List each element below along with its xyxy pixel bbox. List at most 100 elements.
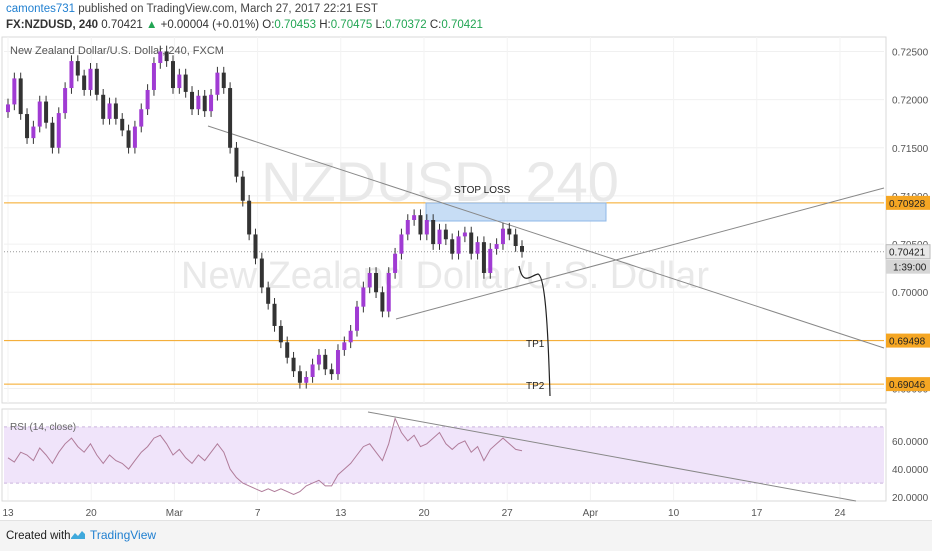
stop-loss-label: STOP LOSS [454, 185, 511, 196]
candle-body [158, 51, 163, 64]
ohlc-low: 0.70372 [385, 19, 427, 31]
x-tick-label: Mar [166, 508, 184, 519]
candle-body [132, 126, 137, 148]
candle-body [247, 200, 252, 235]
candle-body [424, 220, 429, 235]
candle-body [209, 94, 214, 112]
candle-body [304, 376, 309, 383]
support-trendline [395, 187, 885, 320]
chart-title: New Zealand Dollar/U.S. Dollar, 240, FXC… [10, 45, 224, 57]
projection-path [518, 265, 551, 397]
x-tick-label: 13 [335, 508, 347, 519]
created-with-text: Created with [6, 530, 71, 542]
candle-body [88, 68, 93, 90]
candle-body [164, 51, 169, 62]
candle-body [196, 95, 201, 110]
candle-body [113, 103, 118, 119]
x-tick-label: 24 [834, 508, 846, 519]
y-tick-label: 0.72500 [892, 47, 929, 58]
candle-body [361, 287, 366, 307]
candle-body [37, 101, 42, 127]
candle-body [342, 342, 347, 351]
level-label: 0.69046 [889, 380, 926, 391]
tp2-label: TP2 [526, 381, 545, 392]
candle-body [374, 272, 379, 293]
candle-body [475, 242, 480, 254]
candle-body [6, 104, 10, 113]
candle-body [75, 61, 80, 76]
candle-body [94, 68, 99, 95]
candle-body [297, 371, 302, 383]
ohlc-open-label: O: [262, 19, 275, 31]
rsi-line [7, 416, 523, 495]
candle-body [367, 272, 372, 288]
tp1-label: TP1 [526, 339, 545, 350]
candle-body [380, 292, 385, 312]
candle-body [520, 246, 524, 252]
ohlc-close-label: C: [429, 19, 442, 31]
candle-body [126, 130, 131, 148]
candle-body [278, 325, 283, 343]
rsi-trendline [367, 411, 857, 502]
y-tick-label: 0.70000 [892, 288, 929, 299]
candle-body [101, 94, 106, 119]
level-label-bg [886, 195, 930, 210]
symbol-label: FX:NZDUSD, 240 [6, 19, 99, 31]
ohlc-open: 0.70453 [274, 19, 316, 31]
rsi-tick-label: 60.0000 [892, 437, 929, 448]
candle-body [405, 220, 410, 235]
candle-body [63, 88, 68, 114]
candle-body [348, 330, 353, 343]
candle-body [329, 369, 334, 375]
rsi-tick-label: 20.0000 [892, 493, 929, 504]
candle-body [107, 103, 112, 119]
candle-body [399, 234, 404, 254]
tradingview-brand[interactable]: TradingView [70, 528, 156, 542]
candle-body [44, 101, 49, 123]
candle-body [18, 78, 23, 115]
candle-body [513, 234, 518, 247]
level-label-bg [886, 333, 930, 348]
candle-body [259, 258, 264, 288]
author-link[interactable]: camontes731 [6, 3, 76, 15]
candle-body [450, 239, 455, 254]
symbol-info: FX:NZDUSD, 240 0.70421 ▲ +0.00004 (+0.01… [6, 19, 483, 31]
stop-loss-zone [425, 202, 607, 222]
candle-body [500, 228, 505, 245]
x-tick-label: 13 [2, 508, 14, 519]
last-price-label-bg [885, 244, 931, 260]
ohlc-close: 0.70421 [441, 19, 483, 31]
candle-body [82, 75, 87, 90]
candle-body [228, 88, 233, 148]
last-price-label: 0.70421 [889, 248, 926, 259]
candle-body [494, 244, 499, 249]
candle-body [393, 253, 398, 273]
candle-body [507, 228, 512, 235]
candle-body [456, 236, 461, 254]
candle-body [285, 342, 290, 358]
candle-body [316, 354, 321, 365]
candle-body [240, 176, 245, 201]
candle-body [139, 109, 144, 127]
x-tick-label: 20 [86, 508, 98, 519]
candle-body [183, 74, 188, 92]
x-tick-label: 17 [751, 508, 763, 519]
level-label-bg [886, 377, 930, 392]
candle-body [120, 118, 125, 131]
footer: Created with TradingView [0, 520, 932, 551]
tradingview-brand-label: TradingView [90, 528, 157, 542]
x-tick-label: 7 [255, 508, 261, 519]
last-price: 0.70421 [101, 19, 143, 31]
candle-body [418, 215, 423, 235]
rsi-label: RSI (14, close) [10, 422, 76, 433]
publish-info: camontes731 published on TradingView.com… [6, 3, 378, 15]
candle-body [177, 74, 182, 89]
candle-body [437, 229, 442, 245]
rsi-band [4, 426, 884, 484]
x-tick-label: Apr [583, 508, 599, 519]
candle-body [12, 78, 17, 105]
price-chart[interactable]: NZDUSD, 240 New Zealand Dollar/U.S. Doll… [0, 36, 932, 520]
candle-body [253, 234, 258, 259]
candle-body [335, 350, 340, 375]
resistance-trendline [207, 125, 885, 349]
